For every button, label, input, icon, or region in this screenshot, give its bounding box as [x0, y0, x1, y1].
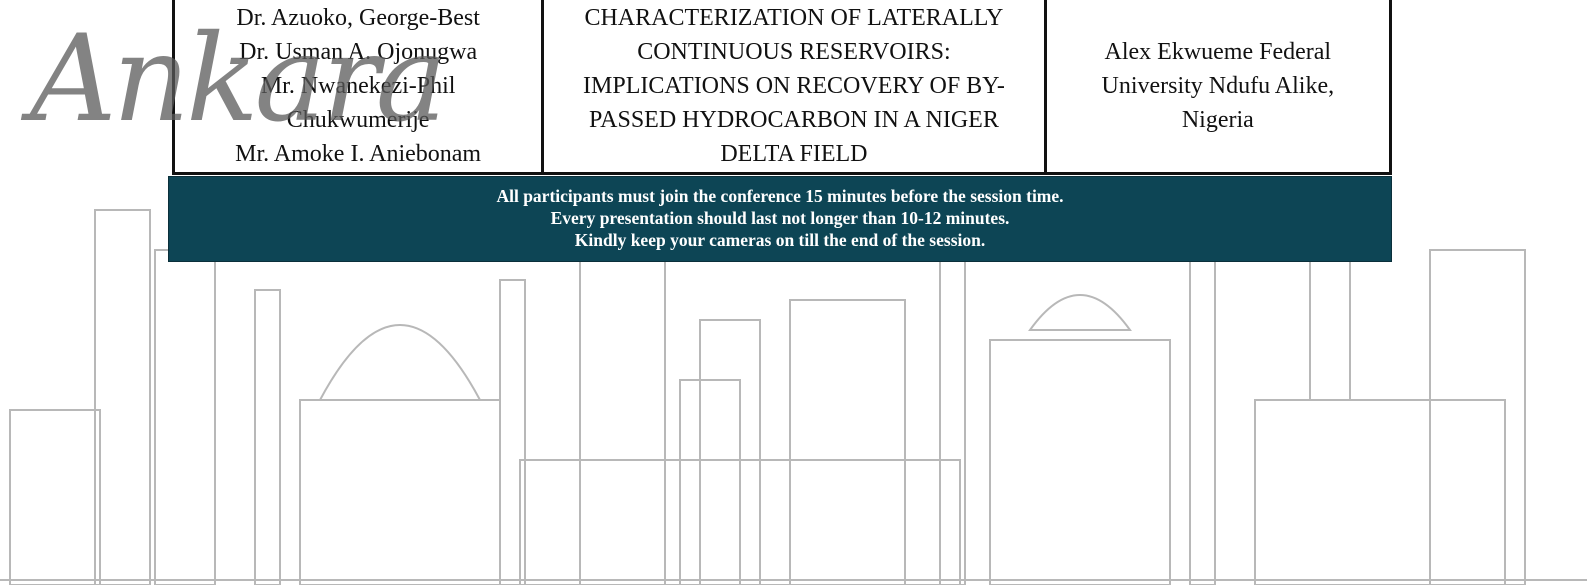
authors-cell: Dr. Azuoko, George-Best Dr. Usman A. Ojon… [175, 0, 542, 172]
title-cell: CHARACTERIZATION OF LATERALLY CONTINUOUS… [541, 0, 1044, 172]
author-name: Mr. Nwanekezi-Phil Chukwumerije [260, 73, 456, 133]
author-name: Mr. Amoke I. Aniebonam [235, 141, 482, 167]
session-row: Dr. Azuoko, George-Best Dr. Usman A. Ojon… [172, 0, 1392, 175]
notice-line: Every presentation should last not longe… [550, 208, 1010, 228]
notice-line: Kindly keep your cameras on till the end… [574, 230, 986, 250]
author-name: Dr. Usman A. Ojonugwa [239, 39, 478, 65]
notice-bar: All participants must join the conferenc… [168, 176, 1392, 262]
notice-line: All participants must join the conferenc… [496, 186, 1064, 206]
affiliation-cell: Alex Ekwueme Federal University Ndufu Al… [1043, 0, 1389, 172]
author-name: Dr. Azuoko, George-Best [236, 5, 480, 31]
